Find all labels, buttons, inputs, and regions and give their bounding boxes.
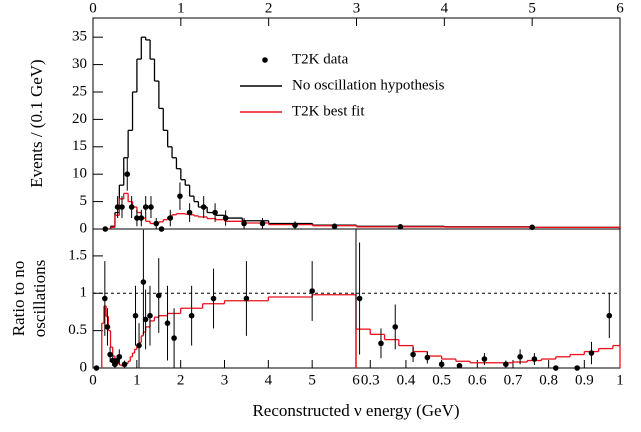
data-point bbox=[397, 224, 404, 230]
x-tick-label: 1 bbox=[177, 0, 185, 16]
y-tick-label: 1.5 bbox=[68, 247, 87, 263]
data-point bbox=[259, 220, 266, 227]
data-point bbox=[481, 356, 488, 362]
y-tick-label: 10 bbox=[72, 166, 87, 182]
y-tick-label: 0 bbox=[80, 359, 88, 375]
x-tick-label: 0 bbox=[89, 372, 97, 388]
data-point bbox=[164, 320, 171, 326]
legend-label: No oscillation hypothesis bbox=[292, 77, 445, 93]
data-point bbox=[121, 361, 128, 368]
y-tick-label: 25 bbox=[72, 83, 87, 99]
data-point bbox=[119, 204, 125, 210]
data-point bbox=[456, 362, 463, 369]
data-point bbox=[574, 365, 580, 371]
data-point bbox=[132, 312, 139, 319]
x-tick-label: 5 bbox=[528, 0, 536, 16]
plot-frame bbox=[92, 228, 357, 369]
data-point bbox=[188, 312, 195, 319]
y-tick-label: 0.5 bbox=[68, 322, 87, 338]
data-point bbox=[142, 316, 149, 323]
x-tick-label: 5 bbox=[308, 372, 316, 388]
data-point bbox=[186, 209, 193, 216]
data-point bbox=[138, 215, 145, 221]
data-point bbox=[292, 222, 298, 228]
x-tick-label: 2 bbox=[177, 372, 185, 388]
data-point bbox=[116, 353, 123, 360]
x-tick-label: 6 bbox=[352, 372, 360, 388]
y-tick-label: 35 bbox=[72, 29, 87, 45]
x-tick-label: 4 bbox=[265, 372, 273, 388]
data-point bbox=[136, 342, 142, 349]
data-point bbox=[588, 350, 595, 356]
data-point bbox=[155, 292, 162, 299]
data-point bbox=[356, 295, 363, 302]
x-tick-label: 0.7 bbox=[504, 372, 523, 388]
x-tick-label: 0.4 bbox=[397, 372, 416, 388]
x-tick-label: 1 bbox=[133, 372, 141, 388]
y-tick-label: 5 bbox=[80, 193, 88, 209]
x-tick-label: 2 bbox=[265, 0, 273, 16]
data-point bbox=[517, 353, 523, 360]
plot-frame bbox=[355, 228, 621, 369]
data-point bbox=[153, 220, 160, 227]
x-tick-label: 0.8 bbox=[539, 372, 558, 388]
data-point bbox=[531, 356, 538, 362]
data-point bbox=[241, 220, 247, 227]
x-tick-label: 1 bbox=[616, 372, 624, 388]
data-point bbox=[552, 365, 559, 371]
data-point bbox=[177, 193, 183, 199]
x-tick-label: 0.6 bbox=[468, 372, 487, 388]
data-point bbox=[424, 354, 431, 361]
y-axis-label: Ratio to no bbox=[9, 261, 28, 337]
data-point bbox=[212, 209, 218, 216]
data-point bbox=[142, 204, 149, 210]
data-point bbox=[606, 312, 613, 319]
data-point bbox=[503, 361, 509, 368]
data-point bbox=[392, 324, 399, 330]
legend-label: T2K data bbox=[292, 51, 349, 67]
x-tick-label: 0.3 bbox=[361, 372, 380, 388]
x-axis-label: Reconstructed ν energy (GeV) bbox=[252, 401, 459, 420]
y-tick-label: 20 bbox=[72, 111, 87, 127]
y-tick-label: 15 bbox=[72, 138, 87, 154]
data-point bbox=[200, 204, 207, 210]
legend-marker bbox=[262, 57, 268, 63]
x-tick-label: 0.5 bbox=[432, 372, 451, 388]
data-point bbox=[107, 351, 113, 358]
data-point bbox=[378, 340, 384, 347]
data-point bbox=[134, 215, 140, 221]
y-tick-label: 1 bbox=[80, 285, 88, 301]
data-point bbox=[331, 223, 338, 230]
data-point bbox=[309, 288, 315, 294]
x-tick-label: 3 bbox=[353, 0, 361, 16]
data-point bbox=[140, 279, 147, 285]
data-point bbox=[243, 295, 250, 302]
data-point bbox=[171, 335, 177, 341]
data-point bbox=[148, 204, 154, 210]
x-tick-label: 0.9 bbox=[575, 372, 594, 388]
data-point bbox=[222, 215, 229, 221]
y-tick-label: 0 bbox=[80, 220, 88, 236]
y-axis-label: Events / (0.1 GeV) bbox=[27, 59, 46, 187]
x-tick-label: 3 bbox=[221, 372, 229, 388]
data-point bbox=[210, 295, 217, 302]
data-point bbox=[104, 324, 111, 330]
legend-label: T2K best fit bbox=[292, 103, 365, 119]
data-point bbox=[102, 295, 108, 302]
data-point bbox=[128, 204, 135, 210]
data-point bbox=[114, 204, 121, 210]
y-axis-label: oscillations bbox=[30, 260, 49, 337]
data-point bbox=[93, 365, 100, 371]
plot-frame bbox=[92, 17, 621, 230]
x-tick-label: 4 bbox=[441, 0, 449, 16]
data-point bbox=[124, 171, 131, 177]
data-point bbox=[167, 215, 174, 221]
data-point bbox=[410, 351, 416, 358]
x-tick-label: 0 bbox=[89, 0, 97, 16]
data-point bbox=[438, 361, 445, 368]
x-tick-label: 6 bbox=[616, 0, 624, 16]
data-point bbox=[147, 312, 153, 319]
y-tick-label: 30 bbox=[72, 56, 87, 72]
